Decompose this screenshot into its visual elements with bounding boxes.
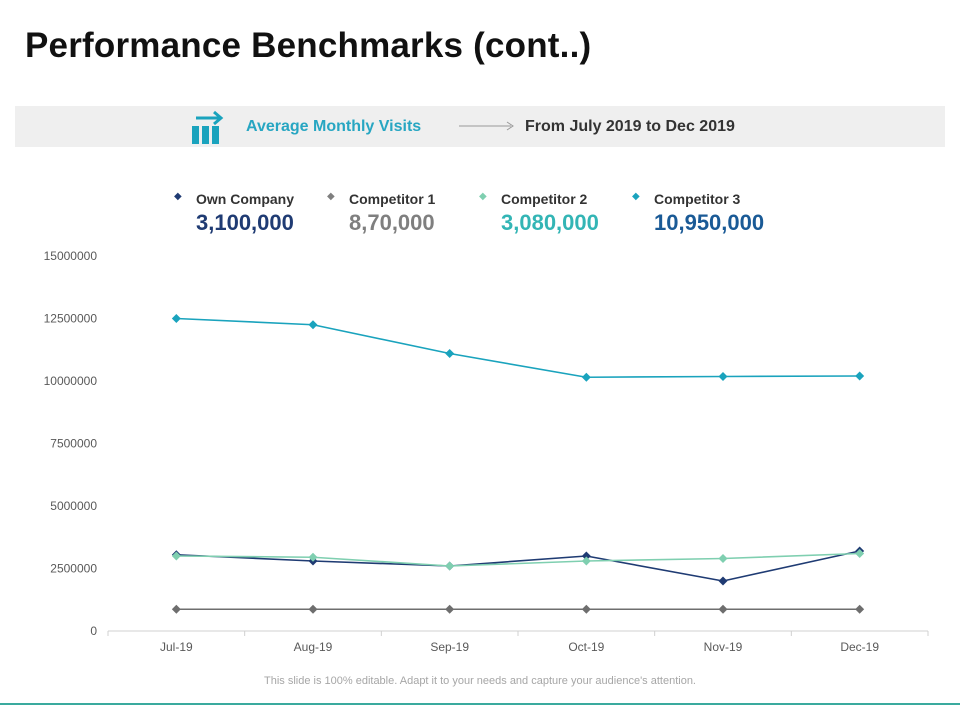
data-point xyxy=(445,604,455,614)
y-tick-label: 15000000 xyxy=(44,249,98,263)
legend-value: 3,100,000 xyxy=(196,210,294,235)
legend-marker: ◆ xyxy=(632,191,640,202)
x-tick-label: Aug-19 xyxy=(294,640,333,654)
data-point xyxy=(855,549,865,558)
data-point xyxy=(855,604,865,614)
metric-banner: Average Monthly Visits From July 2019 to… xyxy=(15,106,945,147)
legend-value: 3,080,000 xyxy=(501,210,599,235)
series-line xyxy=(176,317,860,379)
x-tick-label: Dec-19 xyxy=(840,640,879,654)
y-tick-label: 7500000 xyxy=(50,437,97,451)
legend-marker: ◆ xyxy=(174,191,182,202)
data-point xyxy=(718,604,728,614)
y-tick-label: 2500000 xyxy=(50,562,97,576)
data-point xyxy=(308,320,318,330)
data-point xyxy=(718,372,728,381)
legend-value: 8,70,000 xyxy=(349,210,435,235)
series-line xyxy=(176,552,860,567)
page-title: Performance Benchmarks (cont..) xyxy=(25,26,592,65)
x-tick-label: Nov-19 xyxy=(704,640,743,654)
legend-marker: ◆ xyxy=(479,191,487,202)
series-line xyxy=(176,550,860,582)
data-point xyxy=(171,604,181,614)
y-tick-label: 12500000 xyxy=(44,312,98,326)
date-range-label: From July 2019 to Dec 2019 xyxy=(525,118,735,135)
x-tick-label: Oct-19 xyxy=(568,640,604,654)
data-point xyxy=(581,372,591,382)
legend-marker: ◆ xyxy=(327,191,335,202)
legend-value: 10,950,000 xyxy=(654,210,765,235)
legend-name: Competitor 2 xyxy=(501,191,588,207)
data-point xyxy=(855,371,865,381)
data-point xyxy=(171,551,181,561)
data-point xyxy=(718,554,728,563)
y-tick-label: 5000000 xyxy=(50,499,97,513)
y-tick-label: 0 xyxy=(90,624,97,638)
data-point xyxy=(581,551,591,561)
x-tick-label: Jul-19 xyxy=(160,640,193,654)
x-tick-label: Sep-19 xyxy=(430,640,469,654)
metric-label: Average Monthly Visits xyxy=(246,118,422,135)
arrow-right-icon xyxy=(459,121,514,131)
data-point xyxy=(445,349,455,358)
data-point xyxy=(308,604,318,614)
y-tick-label: 10000000 xyxy=(44,374,98,388)
bar-chart-arrow-icon xyxy=(192,110,224,144)
legend-name: Competitor 1 xyxy=(349,191,436,207)
data-point xyxy=(581,604,591,614)
data-point xyxy=(171,314,181,323)
data-point xyxy=(308,552,318,562)
data-point xyxy=(445,561,455,571)
footer-note: This slide is 100% editable. Adapt it to… xyxy=(264,675,696,687)
legend-name: Competitor 3 xyxy=(654,191,741,207)
data-point xyxy=(581,556,591,566)
footer-divider xyxy=(0,703,960,705)
legend-name: Own Company xyxy=(196,191,295,207)
data-point xyxy=(718,576,728,586)
